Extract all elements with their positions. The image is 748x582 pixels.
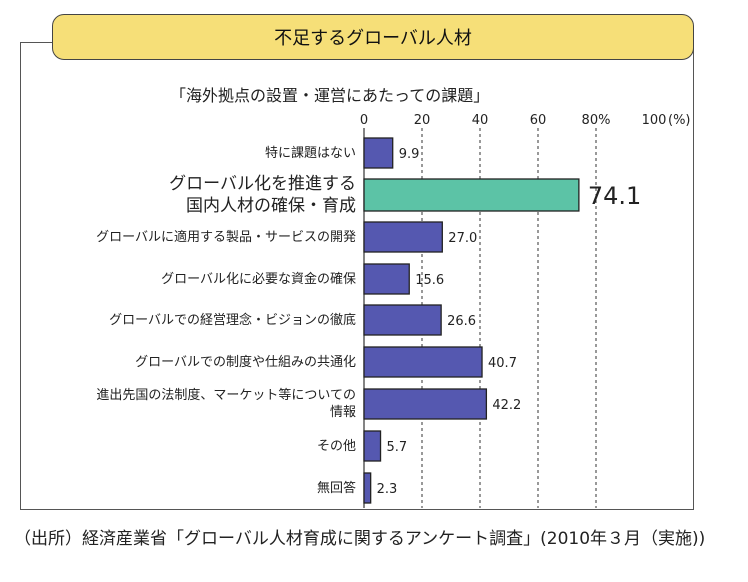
x-unit-label: (%) bbox=[668, 113, 691, 128]
category-label: グローバル化に必要な資金の確保 bbox=[161, 271, 356, 287]
x-tick-label: 60 bbox=[530, 113, 547, 128]
bar bbox=[363, 263, 410, 295]
bar bbox=[363, 388, 488, 420]
chart-frame bbox=[20, 42, 694, 510]
x-tick-label: 80% bbox=[582, 113, 611, 128]
category-label: グローバルでの経営理念・ビジョンの徹底 bbox=[109, 312, 356, 328]
bar bbox=[363, 178, 580, 212]
x-tick-label: 20 bbox=[414, 113, 431, 128]
x-tick-label: 100 bbox=[642, 113, 667, 128]
category-label: 特に課題はない bbox=[264, 145, 356, 161]
bar bbox=[363, 472, 372, 504]
bar bbox=[363, 430, 382, 462]
value-label: 26.6 bbox=[447, 314, 476, 329]
category-label: グローバルでの制度や仕組みの共通化 bbox=[135, 354, 356, 370]
x-tick-label: 0 bbox=[360, 113, 368, 128]
bar bbox=[363, 137, 394, 169]
value-label: 42.2 bbox=[492, 398, 521, 413]
x-tick-label: 40 bbox=[472, 113, 489, 128]
chart-title-badge: 不足するグローバル人材 bbox=[52, 14, 694, 60]
bar bbox=[363, 304, 442, 336]
value-label: 5.7 bbox=[387, 440, 408, 455]
category-label: 進出先国の法制度、マーケット等についての 情報 bbox=[96, 388, 356, 420]
chart-subtitle: 「海外拠点の設置・運営にあたっての課題」 bbox=[170, 86, 490, 105]
bar bbox=[363, 221, 443, 253]
category-label: グローバル化を推進する 国内人材の確保・育成 bbox=[169, 174, 356, 216]
value-label: 15.6 bbox=[415, 273, 444, 288]
value-label: 2.3 bbox=[377, 482, 398, 497]
chart-title: 不足するグローバル人材 bbox=[274, 28, 472, 49]
value-label: 9.9 bbox=[399, 147, 420, 162]
source-note: （出所）経済産業省「グローバル人材育成に関するアンケート調査」(2010年３月（… bbox=[14, 529, 706, 549]
value-label: 40.7 bbox=[488, 356, 517, 371]
bar bbox=[363, 346, 483, 378]
category-label: 無回答 bbox=[316, 480, 356, 496]
value-label: 27.0 bbox=[448, 231, 477, 246]
category-label: その他 bbox=[316, 438, 356, 454]
value-label: 74.1 bbox=[588, 182, 641, 210]
category-label: グローバルに適用する製品・サービスの開発 bbox=[96, 229, 356, 245]
